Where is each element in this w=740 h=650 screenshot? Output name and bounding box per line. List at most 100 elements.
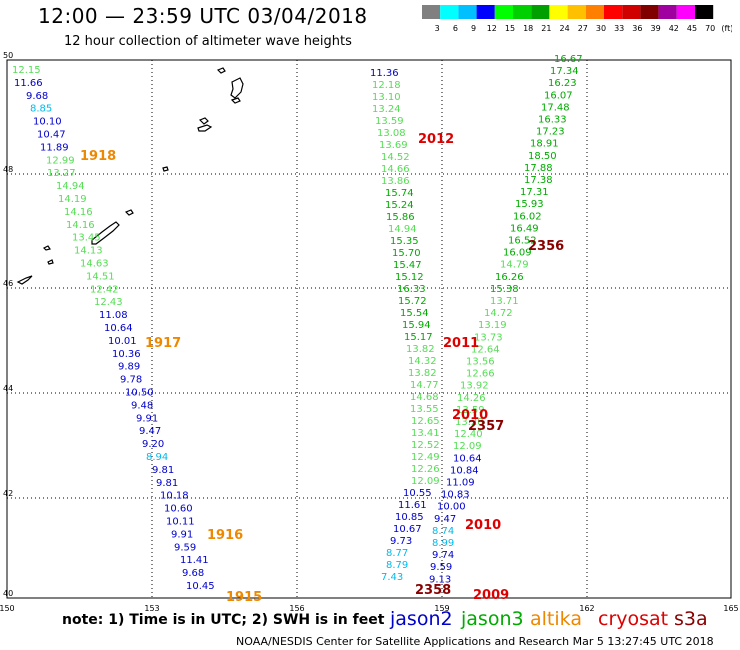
wave-height-value: 14.68 [410, 392, 439, 403]
wave-height-value: 14.13 [74, 246, 103, 257]
wave-height-value: 13.10 [372, 92, 401, 103]
wave-height-value: 13.86 [381, 176, 410, 187]
wave-height-value: 11.61 [398, 500, 427, 511]
wave-height-value: 14.26 [457, 393, 486, 404]
wave-height-value: 16.67 [554, 54, 583, 65]
wave-height-value: 14.66 [381, 164, 410, 175]
colorbar-swatch [585, 5, 604, 19]
lon-label: 150 [0, 604, 15, 612]
colorbar-label: 30 [596, 24, 606, 33]
wave-height-value: 12.42 [90, 284, 119, 295]
wave-height-value: 9.47 [139, 426, 161, 437]
colorbar-swatch [513, 5, 532, 19]
legend-altika: altika [530, 608, 582, 630]
wave-height-value: 10.18 [160, 491, 189, 502]
pass-time-label: 1918 [80, 149, 116, 164]
pass-time-labels: 1918191719161915201223562011201023572010… [80, 132, 564, 605]
map-frame [6, 59, 732, 599]
colorbar-label: 15 [505, 24, 515, 33]
wave-height-value: 12.65 [411, 416, 440, 427]
wave-height-value: 11.41 [180, 555, 209, 566]
wave-height-value: 10.36 [112, 349, 141, 360]
wave-height-value: 10.64 [104, 323, 133, 334]
wave-height-value: 16.23 [548, 78, 577, 89]
wave-height-value: 14.77 [410, 380, 439, 391]
wave-height-value: 10.83 [441, 490, 470, 501]
island-2 [230, 77, 244, 99]
colorbar-label: 24 [560, 24, 570, 33]
wave-height-value: 13.82 [406, 344, 435, 355]
colorbar-swatch [604, 5, 623, 19]
pass-time-label: 2011 [443, 336, 479, 351]
wave-height-value: 10.55 [403, 488, 432, 499]
wave-height-value: 13.24 [372, 104, 401, 115]
colorbar-label: 33 [614, 24, 624, 33]
wave-height-value: 17.23 [536, 127, 565, 138]
wave-height-value: 16.33 [397, 284, 426, 295]
colorbar-label: 36 [632, 24, 642, 33]
lon-label: 156 [289, 604, 304, 612]
colorbar-swatch [658, 5, 677, 19]
colorbar-swatch [440, 5, 459, 19]
wave-height-value: 9.89 [118, 362, 140, 373]
lon-label: 153 [144, 604, 159, 612]
wave-height-value: 14.16 [64, 207, 93, 218]
wave-height-value: 15.70 [392, 248, 421, 259]
wave-height-value: 15.12 [395, 272, 424, 283]
wave-height-value: 9.78 [120, 375, 142, 386]
wave-height-value: 16.26 [495, 272, 524, 283]
wave-height-value: 12.09 [453, 441, 482, 452]
pass-time-label: 2357 [468, 419, 504, 434]
footer-note: note: 1) Time is in UTC; 2) SWH is in fe… [62, 612, 385, 628]
wave-height-value: 17.34 [550, 66, 579, 77]
wave-height-value: 14.72 [484, 308, 513, 319]
colorbar-swatch [494, 5, 513, 19]
wave-height-value: 17.48 [541, 102, 570, 113]
pass-time-label: 1916 [207, 528, 243, 543]
pass-time-label: 2358 [415, 583, 451, 598]
wave-height-value: 13.45 [72, 233, 101, 244]
island-7 [124, 209, 134, 216]
island-3 [230, 97, 241, 104]
lat-label: 48 [3, 165, 13, 174]
colorbar-swatch [695, 5, 714, 19]
axis-labels: 150 153 156 159 162 165 50 48 46 44 42 40 [0, 51, 739, 612]
wave-height-value: 14.32 [408, 356, 437, 367]
colorbar-label: (ft) [721, 24, 732, 33]
colorbar-swatch [531, 5, 550, 19]
colorbar-swatch [676, 5, 695, 19]
pass-time-label: 2010 [465, 518, 501, 533]
wave-height-value: 12.18 [372, 80, 401, 91]
lon-label: 165 [723, 604, 738, 612]
island-8 [91, 221, 120, 245]
wave-height-value: 9.74 [432, 550, 454, 561]
wave-height-value: 17.38 [524, 175, 553, 186]
colorbar-swatch [640, 5, 659, 19]
wave-height-value: 13.08 [377, 128, 406, 139]
wave-height-value: 10.67 [393, 524, 422, 535]
island-4 [198, 117, 209, 125]
colorbar-swatch [622, 5, 641, 19]
wave-height-value: 15.86 [386, 212, 415, 223]
colorbar-label: 21 [541, 24, 551, 33]
wave-height-value: 7.43 [381, 572, 403, 583]
lat-label: 46 [3, 279, 13, 288]
wave-height-value: 15.74 [385, 188, 414, 199]
colorbar-label: 3 [435, 24, 440, 33]
wave-height-value: 13.92 [460, 381, 489, 392]
wave-height-value: 8.77 [386, 548, 408, 559]
wave-height-value: 9.68 [182, 568, 204, 579]
wave-height-value: 9.91 [171, 529, 193, 540]
wave-height-value: 10.85 [395, 512, 424, 523]
wave-height-value: 13.56 [466, 357, 495, 368]
island-1 [216, 67, 226, 74]
wave-height-value: 8.99 [432, 538, 454, 549]
wave-height-value: 14.63 [80, 259, 109, 270]
wave-height-value: 13.28 [455, 417, 484, 428]
pass-time-label: 1915 [226, 590, 262, 605]
wave-height-value: 10.10 [33, 117, 62, 128]
coastline [16, 67, 244, 285]
colorbar-swatch [567, 5, 586, 19]
